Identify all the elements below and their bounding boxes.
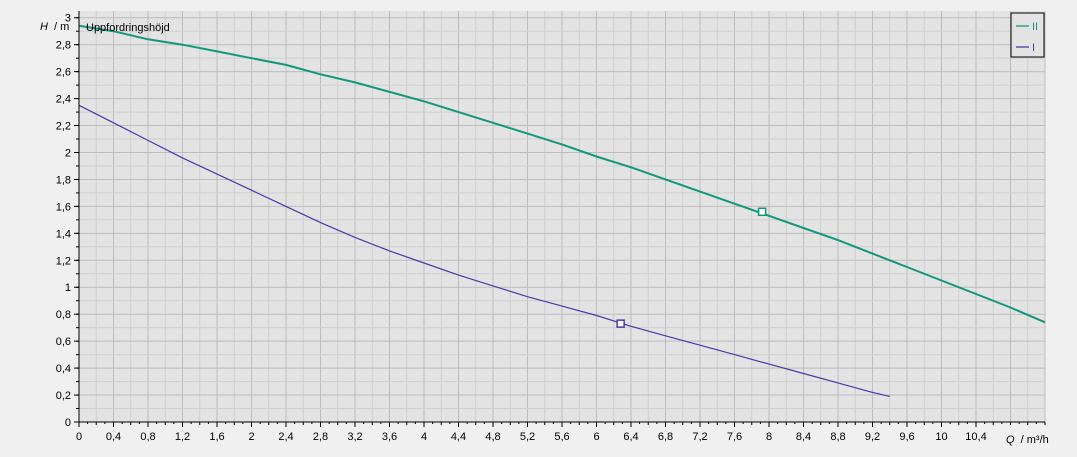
series-II-operating-point <box>757 207 767 217</box>
series-II-line <box>78 24 1046 324</box>
y-tick-label: 0,8 <box>56 309 71 321</box>
x-tick-label: 10 <box>935 431 947 443</box>
axes <box>74 11 1046 427</box>
x-tick-label: 7,2 <box>692 431 707 443</box>
y-tick-label: 2,6 <box>56 67 71 79</box>
x-tick-label: 3,6 <box>382 431 397 443</box>
x-axis-unit: / m³/h <box>1021 434 1049 446</box>
series-layer <box>78 24 1046 397</box>
y-tick-label: 1,2 <box>56 255 71 267</box>
legend-label-I: I <box>1032 42 1035 54</box>
x-tick-label: 1,2 <box>175 431 190 443</box>
x-tick-label: 0 <box>76 431 82 443</box>
x-tick-label: 8 <box>766 431 772 443</box>
y-tick-label: 2,2 <box>56 121 71 133</box>
chart-title: Uppfordringshöjd <box>86 22 170 34</box>
x-tick-label: 8,8 <box>830 431 845 443</box>
series-I-operating-point <box>616 319 625 328</box>
y-tick-label: 0 <box>65 417 71 429</box>
legend-label-II: II <box>1032 21 1038 33</box>
x-tick-label: 1,6 <box>209 431 224 443</box>
y-tick-label: 0,4 <box>56 363 71 375</box>
x-tick-label: 4,4 <box>451 431 466 443</box>
series-I-line <box>78 104 890 397</box>
legend-box <box>1010 12 1045 58</box>
y-tick-label: 2,4 <box>56 94 71 106</box>
x-tick-label: 0,4 <box>106 431 121 443</box>
x-tick-label: 9,6 <box>899 431 914 443</box>
x-tick-label: 4,8 <box>485 431 500 443</box>
x-tick-label: 6 <box>593 431 599 443</box>
x-tick-label: 8,4 <box>796 431 811 443</box>
x-tick-label: 2 <box>248 431 254 443</box>
x-tick-label: 9,2 <box>865 431 880 443</box>
y-axis-var: H <box>40 21 48 33</box>
x-tick-label: 4 <box>421 431 427 443</box>
x-tick-label: 10,4 <box>965 431 986 443</box>
x-tick-label: 5,6 <box>554 431 569 443</box>
x-axis-var: Q <box>1006 434 1015 446</box>
y-tick-label: 1,6 <box>56 201 71 213</box>
y-axis-unit: / m <box>54 21 69 33</box>
y-tick-label: 1,8 <box>56 174 71 186</box>
y-tick-label: 3 <box>65 13 71 25</box>
legend: III <box>1010 12 1045 58</box>
y-axis-title: H / m <box>40 21 69 33</box>
tick-labels: 0 0,4 0,8 1,2 1,6 2 2,4 2,8 3,2 3,6 4 4,4 4,8 5,2 5,6 6… <box>56 13 987 443</box>
y-tick-label: 0,6 <box>56 336 71 348</box>
x-tick-label: 6,4 <box>623 431 638 443</box>
x-axis-title: Q / m³/h <box>1006 434 1049 446</box>
y-tick-label: 2,8 <box>56 40 71 52</box>
x-tick-label: 7,6 <box>727 431 742 443</box>
x-tick-label: 2,8 <box>313 431 328 443</box>
y-tick-label: 2 <box>65 147 71 159</box>
x-tick-label: 6,8 <box>658 431 673 443</box>
x-tick-label: 5,2 <box>520 431 535 443</box>
y-tick-label: 1 <box>65 282 71 294</box>
x-tick-label: 3,2 <box>347 431 362 443</box>
x-tick-label: 2,4 <box>278 431 293 443</box>
y-tick-label: 0,2 <box>56 390 71 402</box>
x-tick-label: 0,8 <box>140 431 155 443</box>
y-tick-label: 1,4 <box>56 228 71 240</box>
